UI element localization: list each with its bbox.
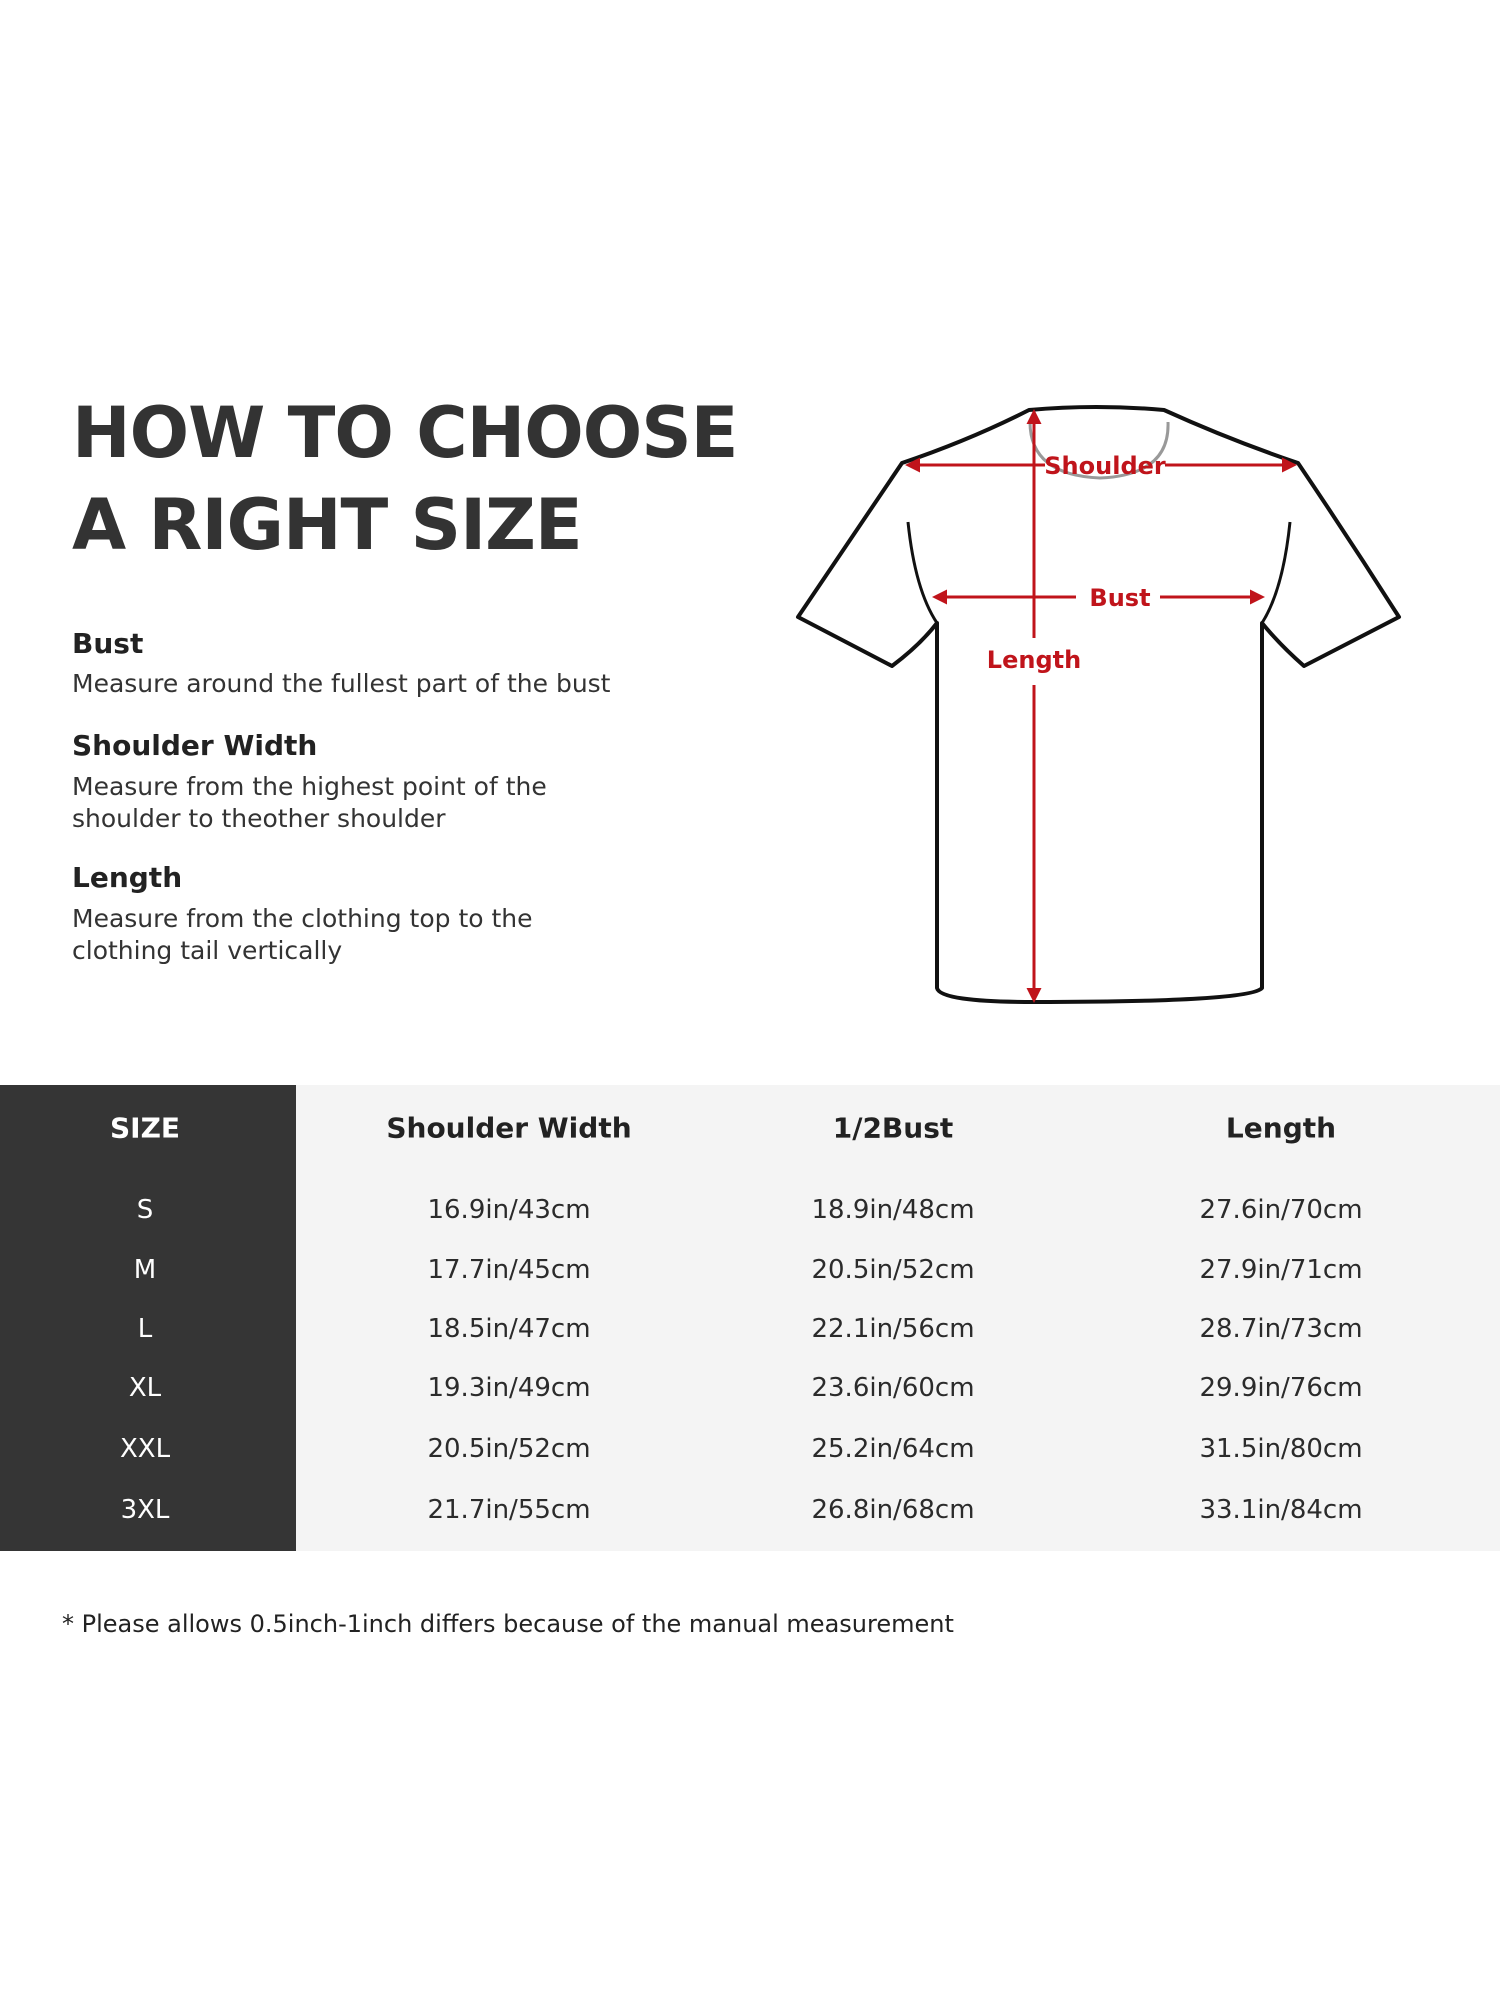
table-cell: 21.7in/55cm [427, 1495, 591, 1525]
table-cell: 33.1in/84cm [1199, 1495, 1363, 1525]
bust-heading: Bust [72, 627, 144, 660]
length-label: Length [987, 646, 1081, 674]
size-label: L [137, 1314, 153, 1344]
table-cell: 27.9in/71cm [1199, 1255, 1363, 1285]
length-heading: Length [72, 861, 183, 894]
table-cell: 18.5in/47cm [427, 1314, 591, 1344]
tshirt-outline [796, 405, 1401, 1004]
table-header: Length [1225, 1111, 1337, 1145]
table-cell: 18.9in/48cm [811, 1195, 975, 1225]
shoulder-heading: Shoulder Width [72, 729, 318, 762]
shoulder-desc: Measure from the highest point of the sho… [72, 771, 672, 835]
desc-line: Measure from the highest point of the [72, 772, 547, 801]
size-label: 3XL [120, 1495, 170, 1525]
desc-line: Measure around the fullest part of the b… [72, 669, 611, 698]
table-cell: 16.9in/43cm [427, 1195, 591, 1225]
table-cell: 22.1in/56cm [811, 1314, 975, 1344]
bust-label: Bust [1089, 584, 1150, 612]
table-cell: 17.7in/45cm [427, 1255, 591, 1285]
desc-line: clothing tail vertically [72, 936, 343, 965]
footnote: * Please allows 0.5inch-1inch differs be… [62, 1610, 954, 1638]
title-line-2: A RIGHT SIZE [72, 484, 583, 566]
size-label: S [136, 1195, 154, 1225]
tshirt-diagram: Shoulder Bust Length [796, 405, 1401, 1004]
table-cell: 29.9in/76cm [1199, 1373, 1363, 1403]
table-cell: 26.8in/68cm [811, 1495, 975, 1525]
table-cell: 27.6in/70cm [1199, 1195, 1363, 1225]
table-cell: 23.6in/60cm [811, 1373, 975, 1403]
size-label: M [133, 1255, 157, 1285]
table-header: SIZE [109, 1111, 181, 1145]
length-desc: Measure from the clothing top to the clot… [72, 903, 672, 967]
table-cell: 20.5in/52cm [427, 1434, 591, 1464]
neckline [1028, 421, 1170, 480]
size-label: XXL [119, 1434, 171, 1464]
size-label: XL [128, 1373, 162, 1403]
table-cell: 25.2in/64cm [811, 1434, 975, 1464]
table-cell: 19.3in/49cm [427, 1373, 591, 1403]
table-header: 1/2Bust [832, 1111, 954, 1145]
table-cell: 31.5in/80cm [1199, 1434, 1363, 1464]
size-column [0, 1085, 296, 1551]
shoulder-label: Shoulder [1044, 452, 1166, 480]
desc-line: Measure from the clothing top to the [72, 904, 533, 933]
table-cell: 20.5in/52cm [811, 1255, 975, 1285]
title-line-1: HOW TO CHOOSE [72, 392, 739, 474]
table-header: Shoulder Width [386, 1111, 632, 1145]
desc-line: shoulder to theother shoulder [72, 804, 446, 833]
bust-desc: Measure around the fullest part of the b… [72, 668, 672, 700]
table-cell: 28.7in/73cm [1199, 1314, 1363, 1344]
